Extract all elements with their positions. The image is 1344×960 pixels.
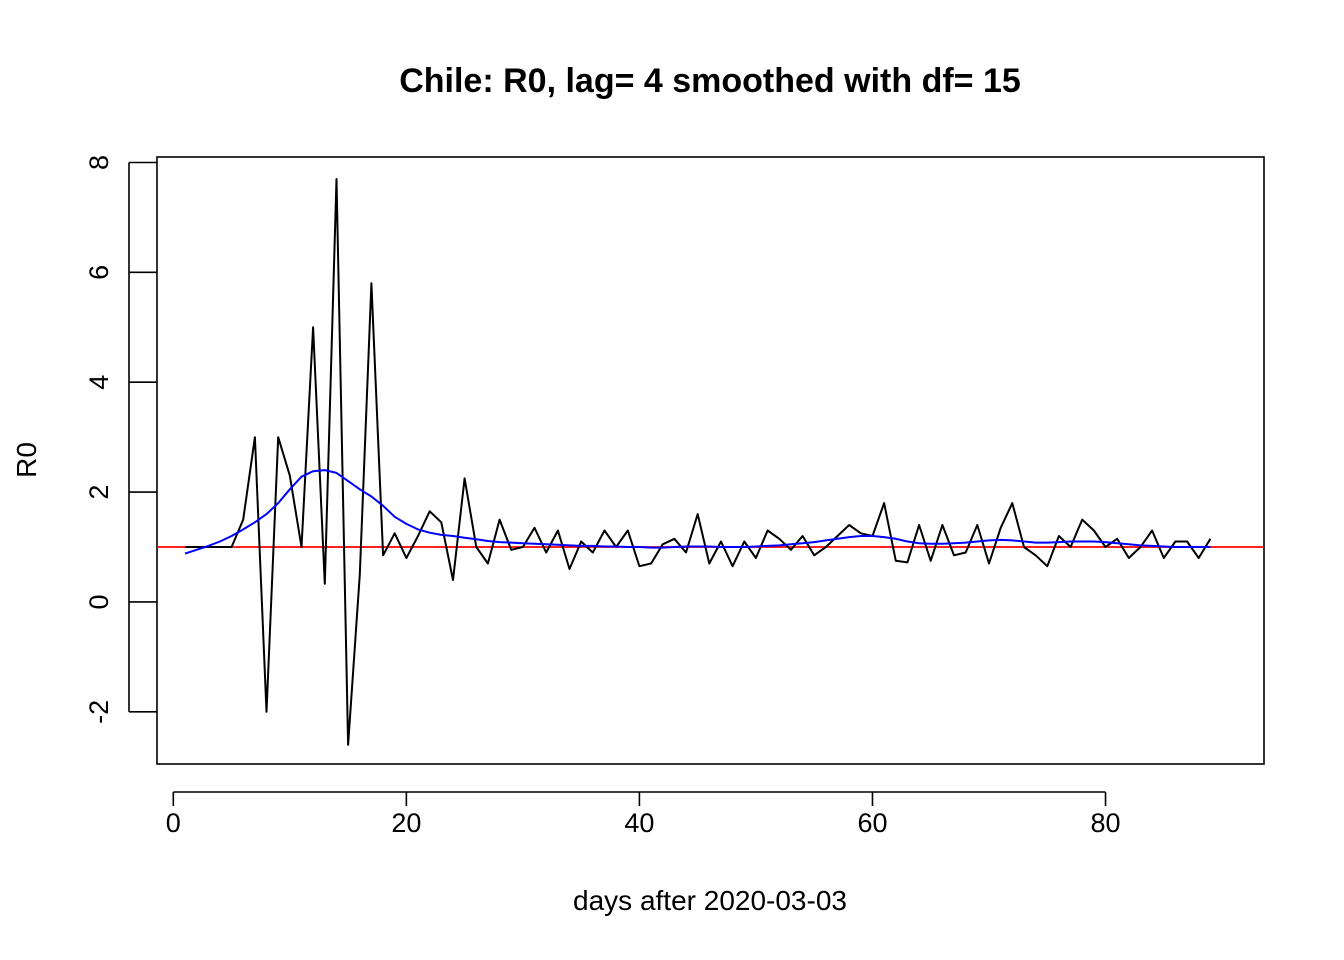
x-tick-label: 40	[624, 808, 654, 838]
y-axis: -2 0 2 4 6 8	[84, 155, 157, 724]
y-tick-label: 8	[84, 155, 114, 170]
series-line-smoothed	[184, 469, 1211, 555]
y-axis-label: R0	[11, 442, 42, 478]
plot-frame	[156, 156, 1265, 765]
x-axis: 0 20 40 60 80	[166, 791, 1121, 838]
series-line-raw	[185, 178, 1212, 746]
x-tick-label: 60	[857, 808, 887, 838]
x-tick-label: 20	[391, 808, 421, 838]
y-tick-label: -2	[84, 700, 114, 724]
y-tick-label: 6	[84, 265, 114, 280]
x-tick-label: 80	[1091, 808, 1121, 838]
y-tick-label: 4	[84, 375, 114, 390]
chart-title: Chile: R0, lag= 4 smoothed with df= 15	[399, 62, 1021, 100]
y-tick-label: 0	[84, 594, 114, 609]
series-layer	[184, 178, 1212, 746]
x-tick-label: 0	[166, 808, 181, 838]
y-tick-label: 2	[84, 485, 114, 500]
x-axis-label: days after 2020-03-03	[573, 885, 847, 916]
